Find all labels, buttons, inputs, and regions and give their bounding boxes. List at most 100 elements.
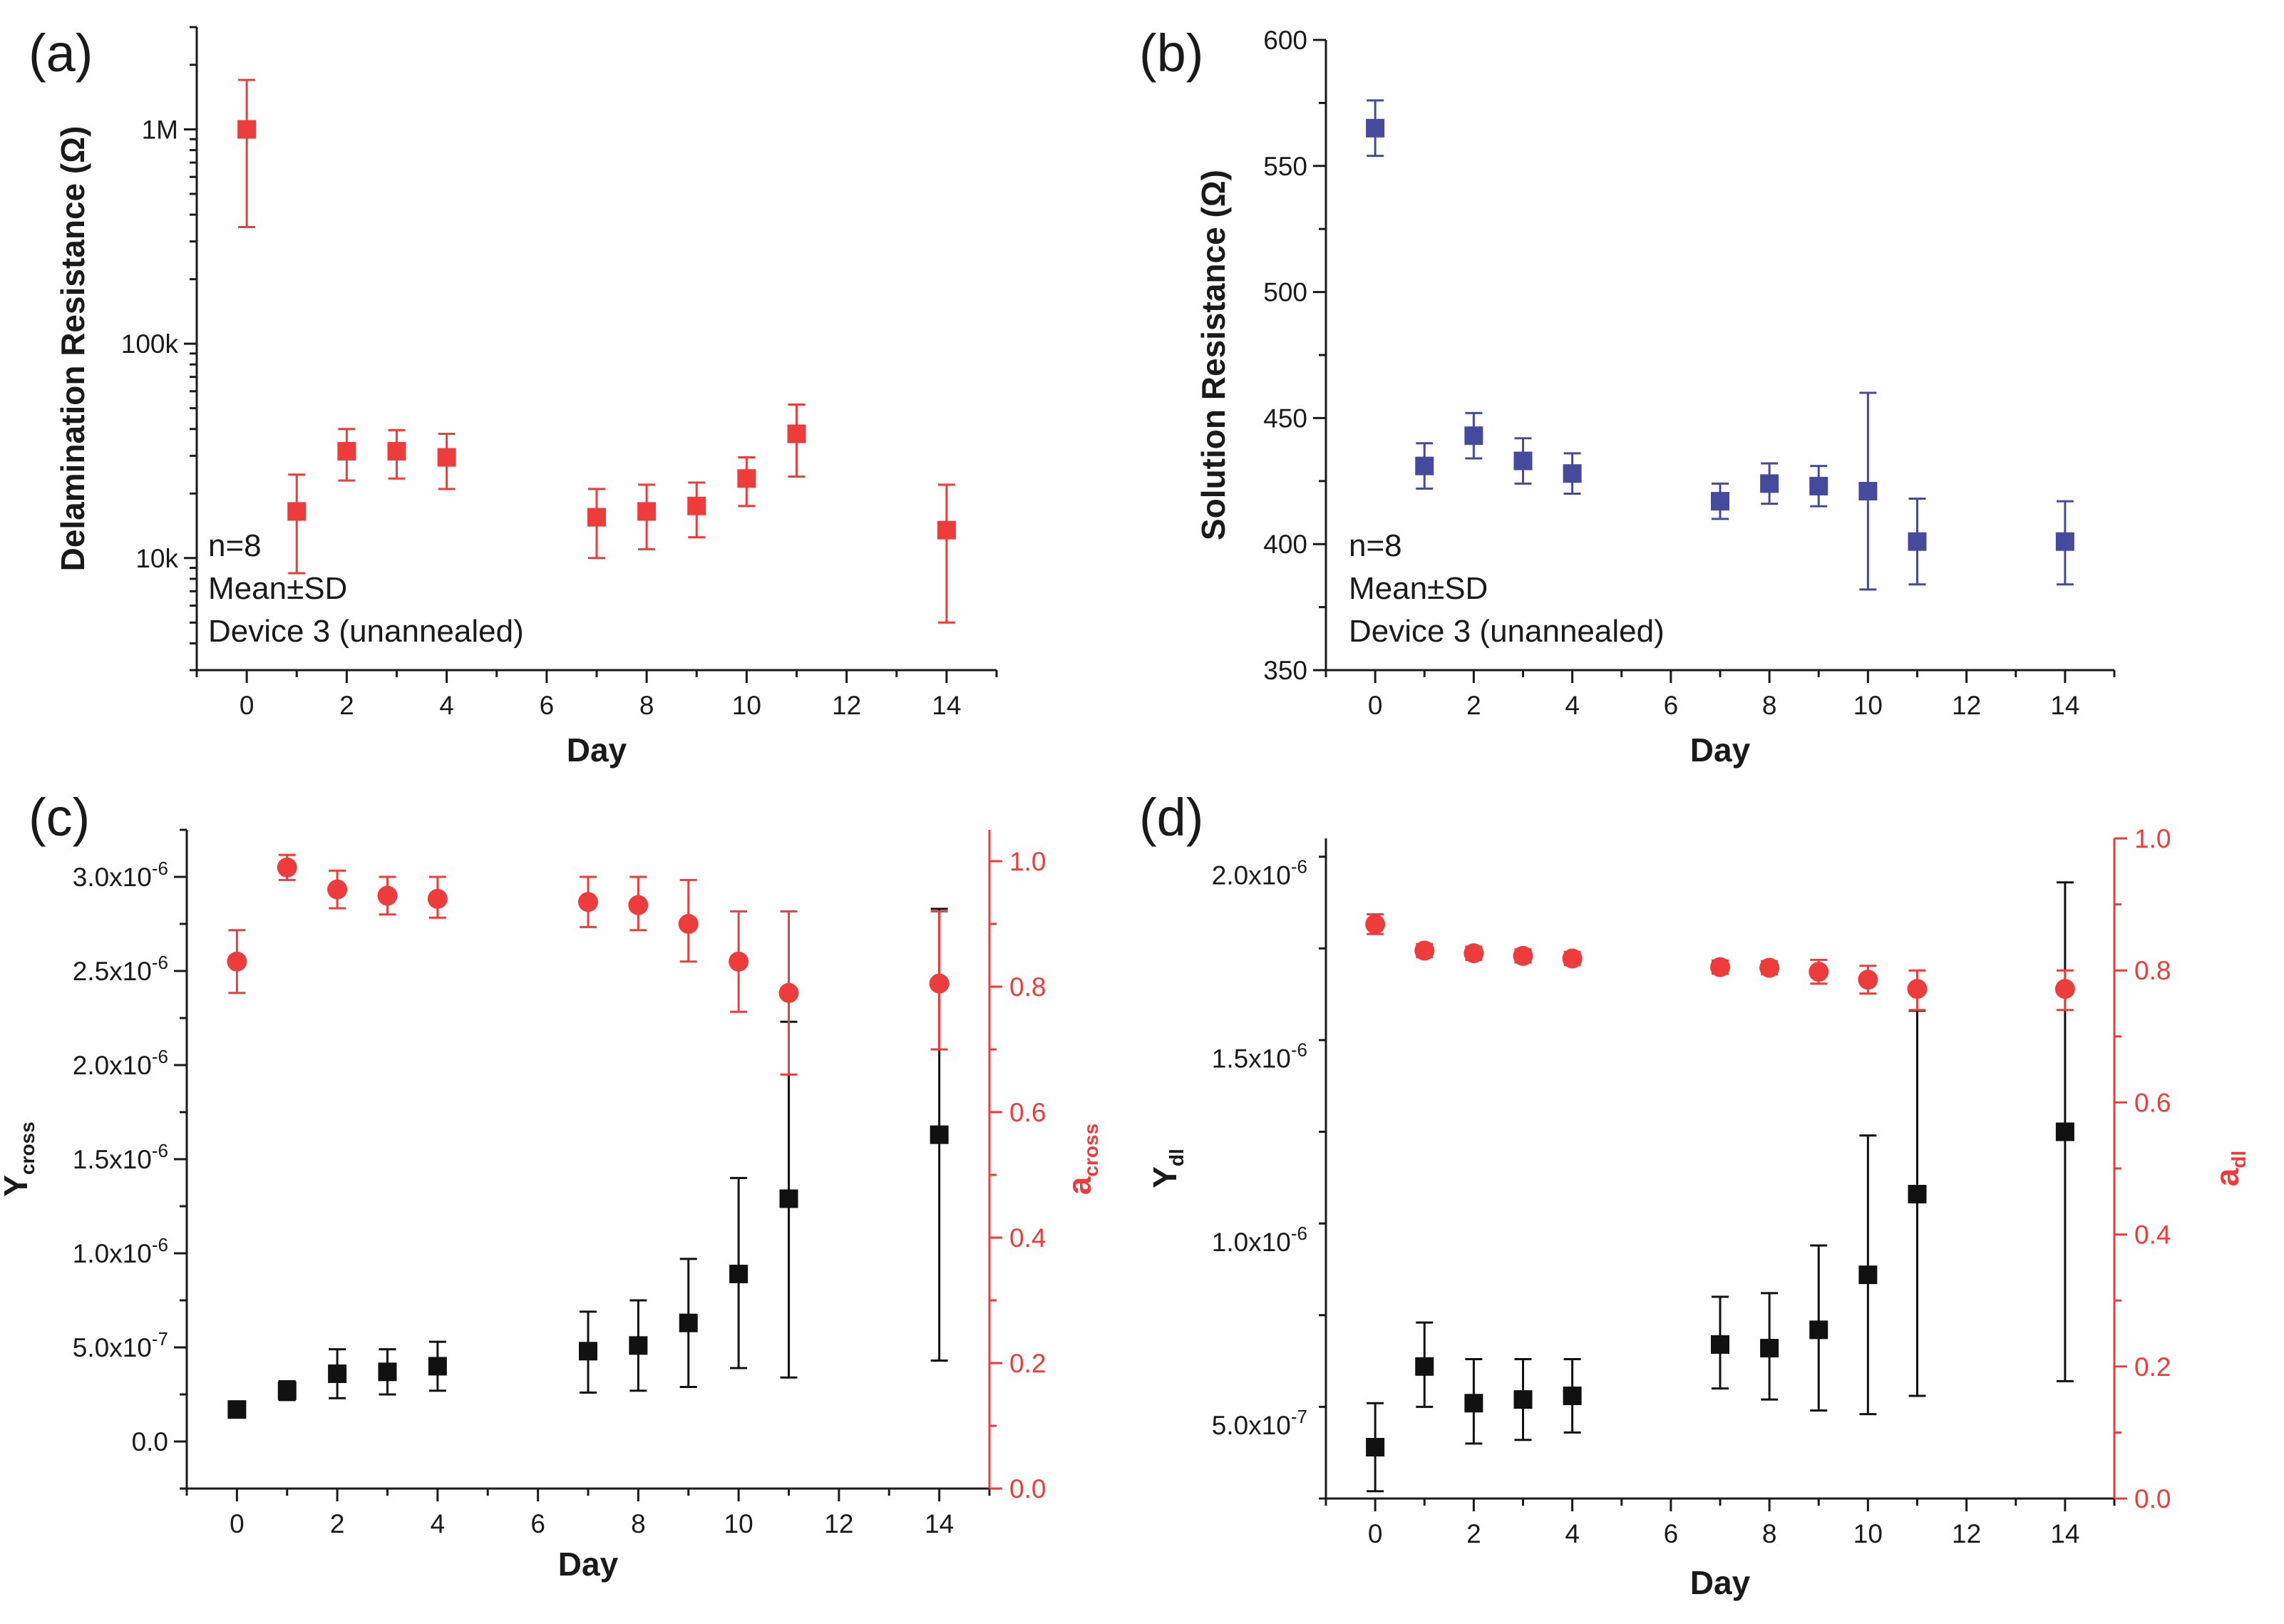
y2-tick-label: 0.0 bbox=[2134, 1484, 2171, 1513]
y-tick-label: 5.0x10-7 bbox=[1212, 1406, 1307, 1440]
x-tick-label: 6 bbox=[530, 1509, 545, 1538]
data-point bbox=[328, 1364, 347, 1383]
data-point bbox=[227, 951, 247, 972]
y-tick-label-mantissa: 0.0 bbox=[132, 1427, 168, 1456]
y2-axis-title-sub: cross bbox=[1080, 1124, 1102, 1177]
data-point bbox=[1563, 1386, 1582, 1405]
y2-axis-title-sub: dl bbox=[2228, 1151, 2250, 1168]
y-tick-label-exponent: -6 bbox=[152, 1046, 168, 1067]
y2-tick-label: 1.0 bbox=[2134, 824, 2171, 853]
annotation-text: Mean±SD bbox=[208, 571, 347, 606]
x-tick-label: 6 bbox=[1664, 1519, 1679, 1548]
y-tick-label: 2.0x10-6 bbox=[73, 1046, 168, 1080]
y-tick-label-exponent: -6 bbox=[152, 858, 168, 879]
y-tick-label: 400 bbox=[1263, 530, 1307, 559]
y-tick-label: 350 bbox=[1263, 656, 1307, 685]
y-tick-label: 1.5x10-6 bbox=[1212, 1039, 1307, 1074]
data-point bbox=[787, 424, 806, 443]
y2-axis-title-main: a bbox=[2208, 1168, 2246, 1186]
y-tick-label-exponent: -6 bbox=[152, 1234, 168, 1255]
y-tick-label-mantissa: 500 bbox=[1263, 278, 1307, 307]
data-point bbox=[1760, 474, 1779, 493]
x-tick-label: 4 bbox=[439, 691, 454, 720]
data-point bbox=[427, 888, 448, 909]
data-point bbox=[637, 502, 657, 521]
y-tick-label-mantissa: 5.0x10 bbox=[73, 1333, 152, 1362]
x-tick-label: 8 bbox=[639, 691, 654, 720]
x-tick-label: 4 bbox=[1565, 1519, 1580, 1548]
x-tick-label: 0 bbox=[1368, 691, 1383, 720]
y-tick-label-mantissa: 350 bbox=[1263, 656, 1307, 685]
annotation-text: Mean±SD bbox=[1349, 571, 1488, 606]
x-tick-label: 2 bbox=[1466, 1519, 1481, 1548]
data-point bbox=[277, 1381, 297, 1400]
data-point bbox=[1908, 1185, 1927, 1204]
y-tick-label-mantissa: 10k bbox=[135, 544, 178, 573]
y-tick-label-mantissa: 1.0x10 bbox=[1212, 1228, 1291, 1257]
y-tick-label-exponent: -6 bbox=[152, 1140, 168, 1161]
chart-panel-d: (d)0 2 4 6 8 10 12 14Day5.0x10-71.0x10-61.5x10-… bbox=[1139, 788, 2250, 1601]
data-point bbox=[1562, 948, 1583, 969]
data-point bbox=[1513, 451, 1533, 471]
series-0 bbox=[1366, 99, 2074, 591]
y-tick-label-exponent: -7 bbox=[1291, 1406, 1307, 1427]
data-point bbox=[387, 441, 406, 461]
y-tick-label-mantissa: 400 bbox=[1263, 530, 1307, 559]
y-tick-label: 500 bbox=[1263, 278, 1307, 307]
x-tick-label: 4 bbox=[431, 1509, 446, 1538]
x-tick-label: 10 bbox=[724, 1509, 753, 1538]
x-tick-label: 12 bbox=[824, 1509, 853, 1538]
y-tick-label-mantissa: 1M bbox=[142, 115, 178, 144]
y-tick-label-mantissa: 2.5x10 bbox=[73, 957, 152, 986]
y-tick-label: 1.5x10-6 bbox=[73, 1140, 168, 1174]
y-tick-label: 5.0x10-7 bbox=[73, 1328, 168, 1362]
y-axis-title-main: Delamination Resistance (Ω) bbox=[54, 126, 91, 572]
y-tick-label-mantissa: 1.5x10 bbox=[73, 1145, 152, 1174]
panel-label-d: (d) bbox=[1139, 788, 1203, 847]
y-tick-label-mantissa: 2.0x10 bbox=[73, 1051, 152, 1080]
data-point bbox=[729, 1265, 749, 1284]
x-tick-label: 4 bbox=[1565, 691, 1580, 720]
y-tick-label: 550 bbox=[1263, 152, 1307, 181]
panel-label-a: (a) bbox=[29, 24, 93, 83]
data-point bbox=[1563, 464, 1582, 483]
data-point bbox=[1366, 1437, 1385, 1456]
data-point bbox=[1809, 962, 1829, 982]
series-0 bbox=[227, 908, 949, 1419]
data-point bbox=[629, 1336, 648, 1355]
y2-axis-title-main: a bbox=[1061, 1176, 1098, 1195]
data-point bbox=[579, 1342, 597, 1361]
data-point bbox=[729, 951, 749, 972]
data-point bbox=[1414, 940, 1435, 961]
y2-tick-label: 0.8 bbox=[1009, 972, 1046, 1002]
y2-tick-label: 0.2 bbox=[1009, 1349, 1046, 1378]
y-tick-label-mantissa: 450 bbox=[1263, 404, 1307, 433]
data-point bbox=[937, 520, 956, 540]
y-tick-label-mantissa: 1.0x10 bbox=[73, 1239, 152, 1268]
x-axis-title: Day bbox=[1690, 731, 1751, 769]
series-0 bbox=[237, 78, 956, 624]
y-tick-label: 10k bbox=[135, 544, 178, 573]
y-axis-title: Delamination Resistance (Ω) bbox=[54, 126, 91, 572]
y-axis-title: Ydl bbox=[1146, 1148, 1188, 1188]
y-tick-label: 1.0x10-6 bbox=[73, 1234, 168, 1268]
y2-tick-label: 0.4 bbox=[1009, 1223, 1046, 1253]
data-point bbox=[1464, 1394, 1483, 1413]
data-point bbox=[578, 892, 598, 913]
data-point bbox=[778, 982, 799, 1003]
data-point bbox=[1858, 1265, 1878, 1285]
x-tick-label: 0 bbox=[240, 691, 254, 720]
data-point bbox=[687, 496, 706, 515]
data-point bbox=[287, 502, 307, 521]
y-tick-label-mantissa: 1.5x10 bbox=[1212, 1044, 1291, 1074]
data-point bbox=[587, 508, 606, 527]
y-axis-title-sub: cross bbox=[16, 1121, 38, 1175]
data-point bbox=[1858, 970, 1878, 990]
data-point bbox=[930, 1125, 949, 1144]
x-tick-label: 0 bbox=[230, 1509, 245, 1538]
x-axis-title: Day bbox=[1690, 1564, 1751, 1601]
chart-panel-a: (a) 0 2 4 6 8 10 12 14 Day 10k 100k 1M Delamination R… bbox=[29, 24, 998, 769]
data-point bbox=[1711, 492, 1729, 511]
y-tick-label-mantissa: 550 bbox=[1263, 152, 1307, 181]
annotation-text: Device 3 (unannealed) bbox=[208, 614, 524, 649]
